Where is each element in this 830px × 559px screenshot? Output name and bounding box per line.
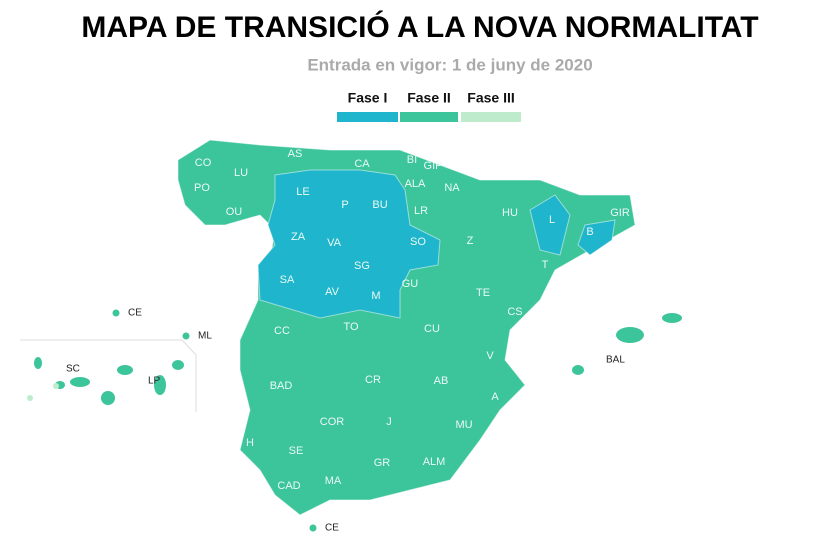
region-label: VA [327, 237, 342, 249]
region-label: SE [289, 445, 304, 457]
region-label: GU [402, 278, 419, 290]
region-label: ZA [291, 231, 306, 243]
region-label: LP [148, 376, 161, 387]
island [53, 383, 59, 389]
region-label: M [371, 290, 380, 302]
island [70, 377, 90, 387]
region-label: AS [288, 148, 303, 160]
island [34, 357, 42, 369]
region-label: CA [354, 158, 370, 170]
region-label: ALM [423, 456, 446, 468]
region-label: CE [128, 308, 142, 319]
region-label: NA [444, 182, 460, 194]
legend-swatch [337, 112, 398, 122]
island [172, 360, 184, 370]
region-label: SO [410, 236, 426, 248]
region-label: AB [434, 375, 449, 387]
region-label: L [549, 214, 555, 226]
region-label: T [542, 259, 549, 271]
mainland [177, 139, 636, 516]
region-label: GIP [424, 160, 443, 172]
region-label: J [386, 416, 392, 428]
island [117, 365, 133, 375]
region-label: BU [372, 199, 387, 211]
region-label: H [246, 437, 254, 449]
region-label: LU [234, 167, 248, 179]
region-label: ML [198, 331, 212, 342]
region-label: V [486, 350, 494, 362]
legend-label: Fase III [467, 90, 514, 106]
island [572, 365, 584, 375]
subtitle: Entrada en vigor: 1 de juny de 2020 [307, 55, 592, 74]
phase1-area [577, 219, 616, 256]
region-label: CE [325, 523, 339, 534]
island [616, 327, 644, 343]
legend-label: Fase I [348, 90, 388, 106]
region-label: TO [343, 321, 359, 333]
region-label: Z [467, 235, 474, 247]
region-label: LE [296, 186, 309, 198]
region-label: GIR [610, 207, 630, 219]
island [27, 395, 33, 401]
legend-swatch [461, 112, 521, 122]
phase1-area [529, 194, 571, 256]
region-label: B [586, 226, 593, 238]
marker-dot [182, 332, 190, 340]
region-label: TE [476, 287, 490, 299]
title: MAPA DE TRANSICIÓ A LA NOVA NORMALITAT [81, 10, 758, 44]
region-label: CU [424, 323, 440, 335]
region-label: GR [374, 457, 391, 469]
region-label: ALA [405, 178, 426, 190]
region-label: CR [365, 374, 381, 386]
island [101, 391, 115, 405]
marker-dot [309, 524, 317, 532]
region-label: COR [320, 416, 345, 428]
region-label: LR [414, 205, 428, 217]
region-label: PO [194, 182, 210, 194]
region-label: BI [407, 154, 417, 166]
region-label: OU [226, 206, 243, 218]
region-label: BAL [606, 355, 625, 366]
canaries-frame [20, 339, 197, 412]
legend: Fase I Fase II Fase III [337, 90, 521, 122]
region-label: CO [195, 157, 212, 169]
region-label: SC [66, 364, 80, 375]
legend-swatch [400, 112, 458, 122]
island [662, 313, 682, 323]
island [154, 375, 166, 395]
shapes [27, 139, 682, 516]
region-label: BAD [270, 380, 293, 392]
region-label: CS [507, 306, 522, 318]
region-label: CC [274, 325, 290, 337]
phase1-area [257, 169, 441, 319]
region-label: SG [354, 260, 370, 272]
region-label: MA [325, 475, 342, 487]
region-label: AV [325, 286, 340, 298]
region-label: MU [455, 419, 472, 431]
legend-label: Fase II [407, 90, 451, 106]
region-label: CAD [277, 480, 300, 492]
marker-dot [112, 309, 120, 317]
region-label: SA [280, 274, 295, 286]
region-label: P [341, 199, 348, 211]
region-label: A [491, 391, 499, 403]
region-label: HU [502, 207, 518, 219]
